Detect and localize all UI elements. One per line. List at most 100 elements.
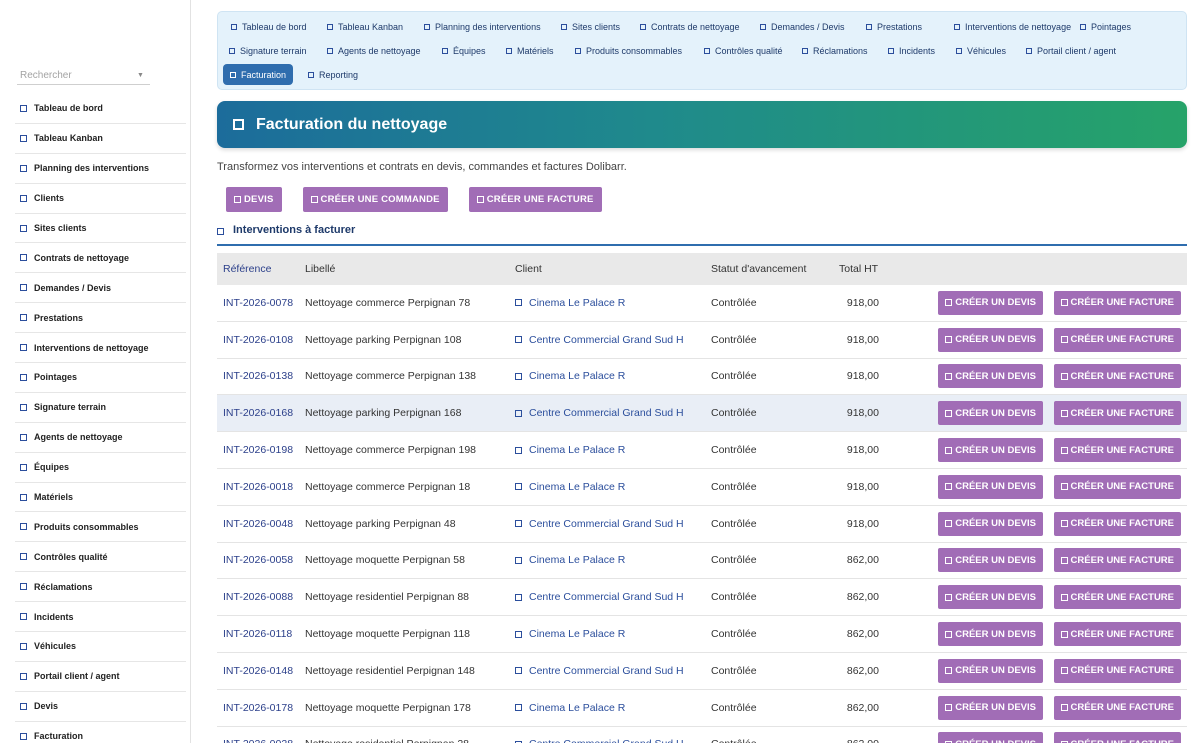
sidebar-item[interactable]: Facturation [15, 722, 186, 743]
create-quote-button[interactable]: CRÉER UN DEVIS [938, 327, 1043, 352]
tab-interventions[interactable]: Interventions de nettoyage [947, 16, 1078, 37]
client-link[interactable]: Centre Commercial Grand Sud H [515, 738, 711, 743]
search-input[interactable] [17, 69, 135, 81]
sidebar-item[interactable]: Contrats de nettoyage [15, 243, 186, 274]
client-name[interactable]: Cinema Le Palace R [529, 628, 626, 641]
client-name[interactable]: Cinema Le Palace R [529, 296, 626, 309]
create-quote-button[interactable]: CRÉER UN DEVIS [938, 364, 1043, 389]
client-link[interactable]: Centre Commercial Grand Sud H [515, 334, 711, 346]
create-invoice-row-button[interactable]: CRÉER UNE FACTURE [1053, 585, 1181, 610]
client-name[interactable]: Cinema Le Palace R [529, 701, 626, 714]
client-link[interactable]: Centre Commercial Grand Sud H [515, 665, 711, 677]
header-client[interactable]: Client [515, 263, 542, 275]
tab-tableau-kanban[interactable]: Tableau Kanban [320, 16, 410, 37]
tab-controles[interactable]: Contrôles qualité [697, 40, 790, 61]
reference-link[interactable]: INT-2026-0078 [223, 296, 294, 309]
sidebar-item[interactable]: Incidents [15, 602, 186, 633]
client-link[interactable]: Centre Commercial Grand Sud H [515, 407, 711, 419]
client-link[interactable]: Cinema Le Palace R [515, 444, 711, 456]
create-quote-button[interactable]: CRÉER UN DEVIS [938, 401, 1043, 426]
client-link[interactable]: Cinema Le Palace R [515, 297, 711, 309]
client-name[interactable]: Centre Commercial Grand Sud H [529, 738, 684, 743]
create-invoice-row-button[interactable]: CRÉER UNE FACTURE [1053, 622, 1181, 647]
chevron-down-icon[interactable]: ▼ [137, 71, 144, 79]
tab-produits[interactable]: Produits consommables [568, 40, 689, 61]
client-link[interactable]: Cinema Le Palace R [515, 370, 711, 382]
sidebar-item[interactable]: Pointages [15, 363, 186, 393]
client-name[interactable]: Centre Commercial Grand Sud H [529, 517, 684, 530]
devis-button[interactable]: DEVIS [226, 187, 282, 212]
sidebar-item[interactable]: Sites clients [15, 214, 186, 244]
sidebar-item[interactable]: Demandes / Devis [15, 273, 186, 304]
reference-link[interactable]: INT-2026-0148 [223, 664, 294, 677]
tab-vehicules[interactable]: Véhicules [949, 40, 1013, 61]
reference-link[interactable]: INT-2026-0178 [223, 701, 294, 714]
sidebar-item[interactable]: Devis [15, 692, 186, 722]
client-name[interactable]: Centre Commercial Grand Sud H [529, 591, 684, 604]
client-name[interactable]: Cinema Le Palace R [529, 480, 626, 493]
tab-tableau-de-bord[interactable]: Tableau de bord [224, 16, 314, 37]
sidebar-item[interactable]: Contrôles qualité [15, 542, 186, 573]
create-invoice-row-button[interactable]: CRÉER UNE FACTURE [1053, 474, 1181, 499]
tab-equipes[interactable]: Équipes [435, 40, 493, 61]
client-link[interactable]: Centre Commercial Grand Sud H [515, 591, 711, 603]
create-quote-button[interactable]: CRÉER UN DEVIS [938, 438, 1043, 463]
reference-link[interactable]: INT-2026-0198 [223, 444, 294, 457]
client-name[interactable]: Cinema Le Palace R [529, 444, 626, 457]
create-invoice-row-button[interactable]: CRÉER UNE FACTURE [1053, 327, 1181, 352]
tab-reclamations[interactable]: Réclamations [795, 40, 875, 61]
client-link[interactable]: Centre Commercial Grand Sud H [515, 518, 711, 530]
tab-facturation[interactable]: Facturation [223, 64, 294, 85]
client-link[interactable]: Cinema Le Palace R [515, 628, 711, 640]
create-invoice-button[interactable]: CRÉER UNE FACTURE [468, 187, 602, 212]
header-statut[interactable]: Statut d'avancement [711, 263, 807, 275]
reference-link[interactable]: INT-2026-0028 [217, 738, 305, 743]
search-box[interactable]: ▼ [17, 66, 150, 85]
sidebar-item[interactable]: Équipes [15, 453, 186, 483]
create-invoice-row-button[interactable]: CRÉER UNE FACTURE [1053, 438, 1181, 463]
create-invoice-row-button[interactable]: CRÉER UNE FACTURE [1053, 658, 1181, 683]
create-invoice-row-button[interactable]: CRÉER UNE FACTURE [1053, 548, 1181, 573]
reference-link[interactable]: INT-2026-0108 [223, 333, 294, 346]
tab-pointages[interactable]: Pointages [1073, 16, 1138, 37]
header-libelle[interactable]: Libellé [305, 263, 336, 275]
tab-prestations[interactable]: Prestations [859, 16, 929, 37]
create-order-button[interactable]: CRÉER UNE COMMANDE [302, 187, 448, 212]
client-link[interactable]: Cinema Le Palace R [515, 702, 711, 714]
sidebar-item[interactable]: Planning des interventions [15, 154, 186, 184]
sidebar-item[interactable]: Interventions de nettoyage [15, 333, 186, 364]
client-name[interactable]: Centre Commercial Grand Sud H [529, 333, 684, 346]
sidebar-item[interactable]: Prestations [15, 303, 186, 334]
tab-demandes-devis[interactable]: Demandes / Devis [753, 16, 852, 37]
client-link[interactable]: Cinema Le Palace R [515, 554, 711, 566]
sidebar-item[interactable]: Tableau de bord [15, 94, 186, 124]
create-quote-button[interactable]: CRÉER UN DEVIS [938, 511, 1043, 536]
tab-sites-clients[interactable]: Sites clients [554, 16, 627, 37]
reference-link[interactable]: INT-2026-0138 [223, 370, 294, 383]
create-quote-button[interactable]: CRÉER UN DEVIS [938, 474, 1043, 499]
create-invoice-row-button[interactable]: CRÉER UNE FACTURE [1053, 732, 1181, 743]
tab-contrats[interactable]: Contrats de nettoyage [633, 16, 747, 37]
client-link[interactable]: Cinema Le Palace R [515, 481, 711, 493]
reference-link[interactable]: INT-2026-0118 [223, 628, 293, 641]
reference-link[interactable]: INT-2026-0058 [223, 554, 294, 567]
create-quote-button[interactable]: CRÉER UN DEVIS [938, 622, 1043, 647]
create-invoice-row-button[interactable]: CRÉER UNE FACTURE [1053, 290, 1181, 315]
create-quote-button[interactable]: CRÉER UN DEVIS [938, 585, 1043, 610]
reference-link[interactable]: INT-2026-0048 [223, 517, 294, 530]
reference-link[interactable]: INT-2026-0168 [223, 407, 294, 420]
tab-signature-terrain[interactable]: Signature terrain [222, 40, 314, 61]
tab-incidents[interactable]: Incidents [881, 40, 942, 61]
sidebar-item[interactable]: Matériels [15, 483, 186, 513]
sidebar-item[interactable]: Tableau Kanban [15, 124, 186, 154]
sidebar-item[interactable]: Véhicules [15, 632, 186, 662]
client-name[interactable]: Cinema Le Palace R [529, 554, 626, 567]
create-quote-button[interactable]: CRÉER UN DEVIS [938, 658, 1043, 683]
sidebar-item[interactable]: Produits consommables [15, 512, 186, 543]
create-invoice-row-button[interactable]: CRÉER UNE FACTURE [1053, 511, 1181, 536]
header-total[interactable]: Total HT [839, 263, 879, 275]
header-reference[interactable]: Référence [223, 263, 272, 275]
client-name[interactable]: Cinema Le Palace R [529, 370, 626, 383]
client-name[interactable]: Centre Commercial Grand Sud H [529, 664, 684, 677]
create-invoice-row-button[interactable]: CRÉER UNE FACTURE [1053, 401, 1181, 426]
